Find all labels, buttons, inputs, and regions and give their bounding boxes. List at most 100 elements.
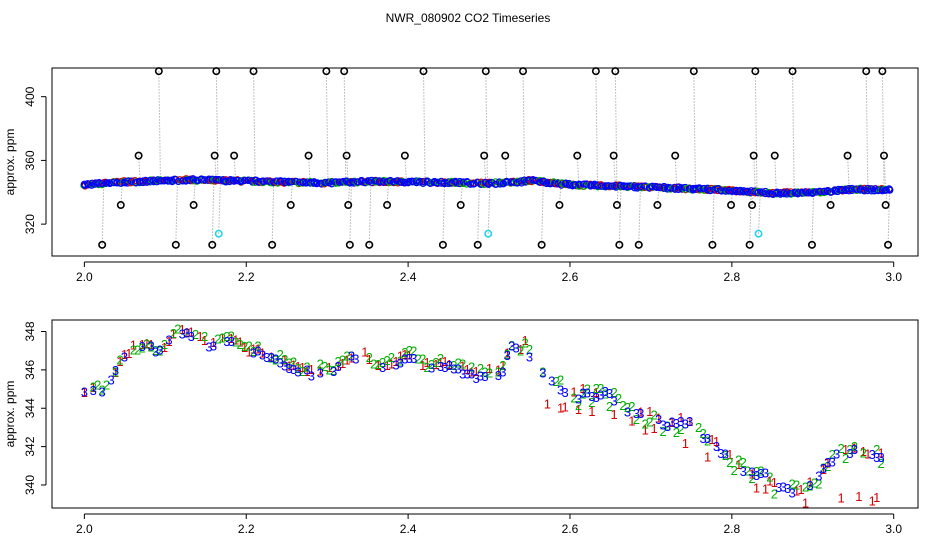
series-3-point: 3 (597, 387, 604, 402)
black-outlier-point (770, 151, 779, 160)
series-3-point: 3 (869, 447, 876, 462)
series-2-point: 2 (820, 461, 827, 476)
series-3-point: 3 (392, 358, 399, 373)
outlier-guide-line (753, 155, 756, 192)
baseline-point (510, 178, 518, 186)
baseline-point (215, 176, 223, 184)
series-2-point: 2 (597, 381, 604, 396)
series-1-point: 1 (521, 333, 528, 348)
series-1-point: 1 (441, 354, 448, 369)
series-3-point: 3 (334, 359, 341, 374)
series-3-point: 3 (250, 345, 257, 360)
black-outlier-point (154, 67, 163, 76)
series-2-point: 2 (250, 344, 257, 359)
series-3-point: 3 (557, 383, 564, 398)
series-2-point: 2 (677, 422, 684, 437)
baseline-point (150, 177, 158, 186)
outlier-guide-line (774, 155, 777, 194)
baseline-point (492, 180, 500, 188)
series-2-point: 2 (334, 354, 341, 369)
baseline-point (313, 179, 321, 187)
black-outlier-point (208, 240, 217, 249)
series-1-point: 1 (339, 356, 346, 371)
series-3-point: 3 (352, 352, 359, 367)
series-1-point: 1 (646, 404, 653, 419)
series-1-point: 1 (557, 400, 564, 415)
series-2-point: 2 (94, 377, 101, 392)
cyan-outlier-point (484, 229, 493, 238)
series-1-point: 1 (651, 421, 658, 436)
series-1-point: 1 (219, 331, 226, 346)
series-1-point: 1 (495, 362, 502, 377)
black-outlier-point (286, 201, 295, 210)
series-1-point: 1 (383, 358, 390, 373)
series-2-point: 2 (388, 350, 395, 365)
series-2-point: 2 (272, 352, 279, 367)
baseline-point (648, 182, 656, 190)
bottom-panel: approx. ppm 2.0 2.2 2.4 2.6 2.8 3.0 340 342 344 3… (3, 319, 919, 536)
series-2-point: 2 (495, 364, 502, 379)
cyan-outlier-point (754, 229, 763, 238)
x-tick-label: 2.2 (238, 522, 255, 536)
series-2-point: 2 (152, 343, 159, 358)
baseline-point (452, 178, 460, 187)
baseline-point (350, 178, 358, 186)
series-2-point: 2 (383, 353, 390, 368)
series-2-point: 2 (130, 343, 137, 358)
black-outlier-point (480, 151, 489, 160)
series-3-point: 3 (459, 366, 466, 381)
baseline-point (396, 178, 405, 186)
baseline-point (197, 176, 205, 184)
series-2-point: 2 (740, 455, 747, 470)
outlier-guide-line (422, 71, 426, 183)
series-1-point: 1 (299, 360, 306, 375)
baseline-point (163, 176, 171, 184)
series-3-point: 3 (90, 383, 97, 398)
series-2-point: 2 (99, 383, 106, 398)
baseline-point (823, 187, 831, 196)
baseline-point (626, 182, 635, 190)
x-tick-label: 2.8 (724, 522, 741, 536)
series-2-point: 2 (860, 445, 867, 460)
outlier-guide-line (595, 71, 598, 186)
x-tick-label: 2.2 (238, 270, 255, 284)
series-1-point: 1 (81, 385, 88, 400)
series-2-point: 2 (606, 399, 613, 414)
series-3-point: 3 (210, 339, 217, 354)
series-3-point: 3 (668, 415, 675, 430)
baseline-point (835, 185, 843, 193)
x-tick-label: 2.6 (562, 270, 579, 284)
baseline-point (302, 179, 310, 187)
series-1-point: 1 (210, 335, 217, 350)
outlier-guide-line (214, 155, 217, 181)
baseline-point (677, 184, 686, 192)
black-outlier-point (116, 201, 125, 210)
series-3-point: 3 (784, 481, 791, 496)
series-3-point: 3 (290, 362, 297, 377)
baseline-point (590, 182, 598, 190)
series-1-point: 1 (855, 489, 862, 504)
black-outlier-point (591, 67, 600, 76)
series-2-point: 2 (579, 386, 586, 401)
series-2-point: 2 (846, 442, 853, 457)
series-3-point: 3 (833, 447, 840, 462)
series-2-point: 2 (539, 364, 546, 379)
series-2-point: 2 (793, 477, 800, 492)
series-1-point: 1 (686, 414, 693, 429)
series-1-point: 1 (704, 450, 711, 465)
series-1-point: 1 (148, 337, 155, 352)
baseline-point (587, 181, 595, 189)
black-outlier-point (400, 151, 409, 160)
series-3-point: 3 (655, 412, 662, 427)
series-1-point: 1 (860, 444, 867, 459)
series-2-point: 2 (339, 352, 346, 367)
black-outlier-point (365, 240, 374, 249)
series-3-point: 3 (228, 334, 235, 349)
series-2-point: 2 (651, 407, 658, 422)
baseline-point (273, 177, 281, 185)
series-2-point: 2 (619, 398, 626, 413)
series-2-point: 2 (766, 470, 773, 485)
outlier-guide-line (101, 183, 105, 245)
series-2-point: 2 (811, 475, 818, 490)
baseline-point (299, 178, 307, 186)
